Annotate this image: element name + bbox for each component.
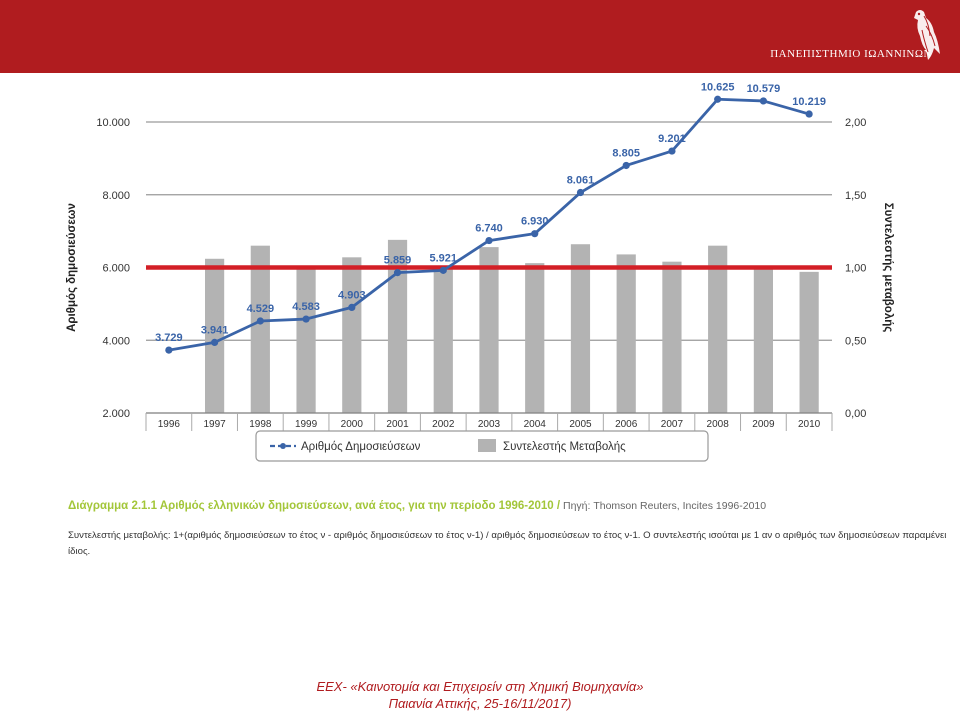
x-tick-label: 2005 <box>569 419 592 430</box>
legend-line-label: Αριθμός Δημοσιεύσεων <box>301 441 421 453</box>
data-label: 10.219 <box>792 96 826 108</box>
point-2003 <box>485 236 493 245</box>
point-2002 <box>439 266 447 274</box>
x-tick-label: 2006 <box>615 419 638 430</box>
bar-2009 <box>753 267 774 413</box>
footer-event-title: ΕΕΧ- «Καινοτομία και Επιχειρείν στη Χημι… <box>316 679 644 694</box>
data-label: 9.201 <box>658 133 686 145</box>
bar-2000 <box>342 257 362 413</box>
x-tick-label: 1998 <box>249 419 272 430</box>
point-2010 <box>805 110 813 118</box>
x-tick-label: 2000 <box>341 419 364 430</box>
data-label: 4.529 <box>247 303 275 315</box>
bar-1999 <box>296 266 316 413</box>
y2-tick-label: 1,00 <box>845 263 866 275</box>
x-tick-label: 2008 <box>707 419 730 430</box>
x-tick-label: 2004 <box>524 419 547 430</box>
y2-tick-label: 0,50 <box>845 335 866 347</box>
bar-2010 <box>799 271 819 413</box>
bar-2004 <box>525 263 545 413</box>
x-tick-label: 2007 <box>661 419 684 430</box>
bar-2006 <box>616 254 636 413</box>
point-2000 <box>348 303 356 312</box>
point-1997 <box>211 338 219 346</box>
data-label: 3.729 <box>155 332 183 344</box>
footer-location-date: Παιανία Αττικής, 25-16/11/2017) <box>388 696 572 711</box>
data-label: 4.583 <box>292 301 320 313</box>
y-tick-label: 6.000 <box>102 263 130 275</box>
bar-2005 <box>570 244 591 413</box>
data-label: 8.061 <box>567 175 595 187</box>
bar-2007 <box>662 261 682 413</box>
bar-1997 <box>204 258 225 413</box>
data-label: 6.930 <box>521 216 549 228</box>
y2-tick-label: 0,00 <box>845 408 866 420</box>
data-label: 4.903 <box>338 289 366 301</box>
legend-bar-label: Συντελεστής Μεταβολής <box>503 441 626 453</box>
x-tick-label: 2010 <box>798 419 821 430</box>
y2-axis-title: Συντελεστής μεταβολής <box>882 203 894 332</box>
x-tick-label: 2003 <box>478 419 501 430</box>
x-tick-label: 2001 <box>386 419 409 430</box>
caption-source: Πηγή: Thomson Reuters, Incites 1996-2010 <box>560 500 767 512</box>
data-label: 5.859 <box>384 255 412 267</box>
point-1996 <box>165 346 173 354</box>
point-1999 <box>302 315 310 323</box>
y-tick-label: 2.000 <box>102 408 130 420</box>
caption-note: Συντελεστής μεταβολής: 1+(αριθμός δημοσι… <box>68 530 947 557</box>
figure-caption: Διάγραμμα 2.1.1 Αριθμός ελληνικών δημοσι… <box>68 500 766 512</box>
caption-title: Διάγραμμα 2.1.1 Αριθμός ελληνικών δημοσι… <box>68 500 561 512</box>
x-tick-label: 2009 <box>752 419 775 430</box>
data-label: 3.941 <box>201 324 229 336</box>
point-2009 <box>759 97 768 105</box>
bar-2002 <box>433 266 453 413</box>
point-2007 <box>668 147 676 155</box>
university-name: ΠΑΝΕΠΙΣΤΗΜΙΟ ΙΩΑΝΝΙΝΩΝ <box>770 48 932 60</box>
data-label: 8.805 <box>612 147 640 159</box>
data-label: 5.921 <box>430 252 458 264</box>
legend-line-marker <box>280 443 286 449</box>
point-2006 <box>622 161 630 170</box>
footer: ΕΕΧ- «Καινοτομία και Επιχειρείν στη Χημι… <box>0 678 960 712</box>
data-label: 10.625 <box>701 81 735 93</box>
legend-bar-swatch <box>478 439 496 452</box>
bar-1998 <box>250 245 270 413</box>
y-tick-label: 8.000 <box>102 190 130 202</box>
point-2001 <box>393 269 402 277</box>
y-tick-label: 4.000 <box>102 335 130 347</box>
x-tick-label: 1999 <box>295 419 318 430</box>
y2-tick-label: 2,00 <box>845 117 866 129</box>
data-label: 6.740 <box>475 223 503 235</box>
publications-chart: 2.000 4.000 6.000 8.000 10.000 0,00 0,50 1,00 1,… <box>66 81 894 462</box>
bar-2001 <box>387 239 408 413</box>
y2-tick-label: 1,50 <box>845 190 866 202</box>
point-1998 <box>256 317 264 325</box>
header-band: ΠΑΝΕΠΙΣΤΗΜΙΟ ΙΩΑΝΝΙΝΩΝ <box>0 0 960 73</box>
bar-2008 <box>708 245 728 413</box>
y-axis-title: Αριθμός δημοσιεύσεων <box>66 203 78 332</box>
point-2005 <box>576 188 585 197</box>
x-tick-label: 1996 <box>158 419 181 430</box>
x-tick-label: 1997 <box>203 419 226 430</box>
eagle-emblem-icon <box>914 10 940 60</box>
y-tick-label: 10.000 <box>96 117 130 129</box>
bar-2003 <box>479 247 499 413</box>
point-2004 <box>531 230 539 238</box>
x-tick-label: 2002 <box>432 419 455 430</box>
data-label: 10.579 <box>747 83 781 95</box>
point-2008 <box>714 95 722 103</box>
